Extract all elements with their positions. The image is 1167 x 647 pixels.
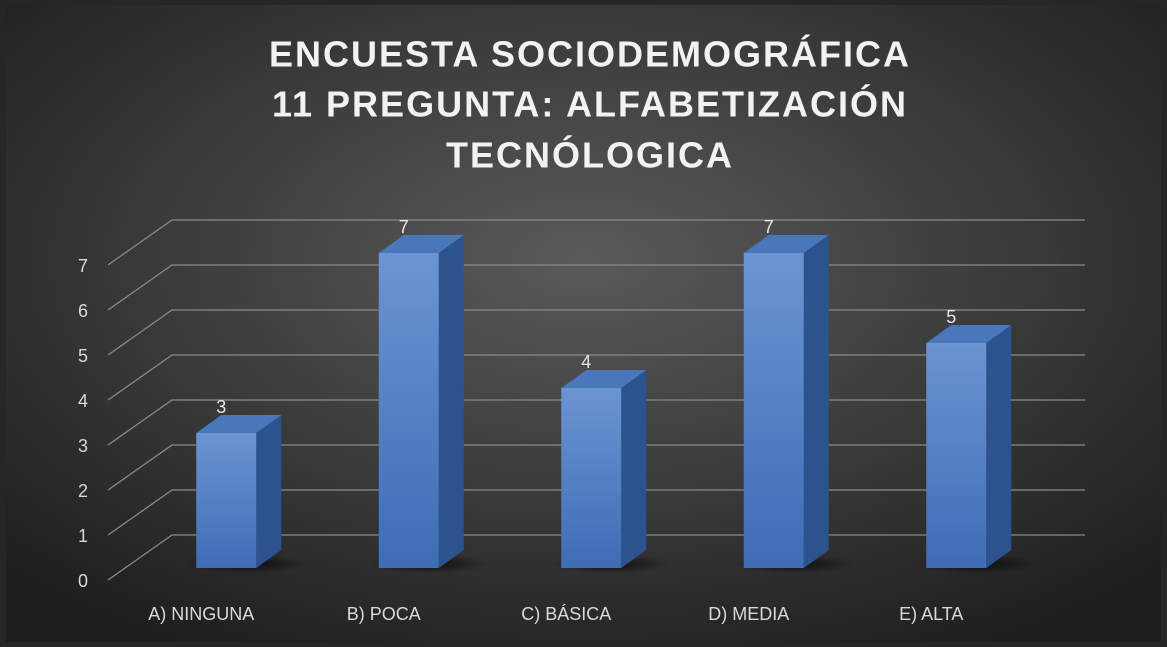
bar-top <box>378 235 464 253</box>
bar-side <box>438 235 464 568</box>
y-tick-label: 7 <box>78 256 88 276</box>
bar-side <box>986 325 1012 568</box>
data-label: 7 <box>399 217 409 237</box>
bar <box>196 433 257 568</box>
data-label: 5 <box>946 307 956 327</box>
x-tick-label: B) POCA <box>347 604 421 624</box>
x-tick-label: A) NINGUNA <box>148 604 254 624</box>
chart-title: 11 PREGUNTA: ALFABETIZACIÓN <box>272 83 908 125</box>
x-tick-label: D) MEDIA <box>708 604 789 624</box>
bar <box>743 253 804 568</box>
x-tick-label: C) BÁSICA <box>521 604 611 624</box>
y-tick-label: 0 <box>78 571 88 591</box>
data-label: 3 <box>216 397 226 417</box>
bar <box>378 253 439 568</box>
y-tick-label: 4 <box>78 391 88 411</box>
bar-top <box>196 415 282 433</box>
bar-top <box>561 370 647 388</box>
grid-line <box>107 219 1085 266</box>
chart-title: ENCUESTA SOCIODEMOGRÁFICA <box>269 34 911 75</box>
data-label: 4 <box>581 352 591 372</box>
y-tick-label: 2 <box>78 481 88 501</box>
bar-top <box>926 325 1012 343</box>
bar-side <box>256 415 282 568</box>
bar-top <box>743 235 829 253</box>
data-label: 7 <box>764 217 774 237</box>
y-tick-label: 1 <box>78 526 88 546</box>
bar <box>561 388 622 568</box>
y-tick-label: 5 <box>78 346 88 366</box>
bar <box>926 343 987 568</box>
bar-side <box>803 235 829 568</box>
chart-title: TECNÓLOGICA <box>446 134 734 176</box>
y-tick-label: 3 <box>78 436 88 456</box>
y-tick-label: 6 <box>78 301 88 321</box>
bar-side <box>621 370 647 568</box>
x-tick-label: E) ALTA <box>899 604 963 624</box>
